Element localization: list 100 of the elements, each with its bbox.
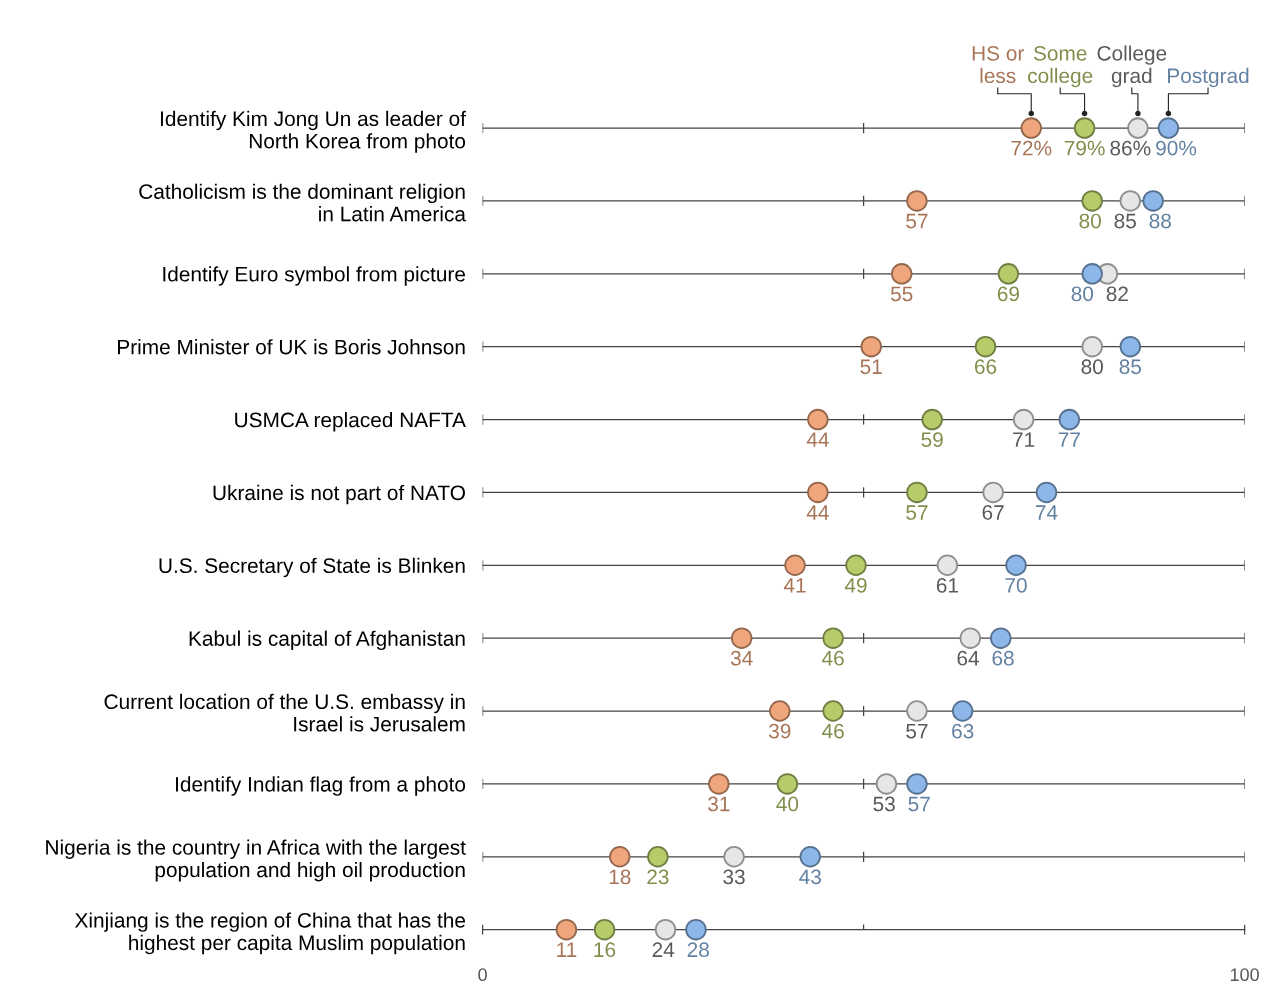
data-label: 55 (890, 286, 913, 302)
point (654, 918, 677, 941)
data-label: 51 (860, 359, 882, 375)
point (875, 773, 898, 795)
data-label: 85 (1119, 359, 1142, 375)
point (1081, 263, 1103, 285)
x-tick-label: 100 (1230, 968, 1259, 982)
data-label: 41 (783, 578, 806, 593)
point (807, 408, 829, 431)
data-label: 71 (1013, 432, 1035, 447)
point (1157, 117, 1180, 139)
point (807, 481, 829, 504)
point (1081, 190, 1103, 212)
point (936, 554, 959, 577)
point (906, 481, 928, 504)
data-label: 44 (806, 505, 829, 520)
point (784, 554, 806, 577)
point (685, 918, 707, 941)
point (799, 846, 821, 868)
data-label: 79% (1064, 140, 1105, 156)
data-label: 90% (1156, 140, 1197, 156)
y-tick-label: Prime Minister of UK is Boris Johnson (118, 339, 465, 355)
point (1119, 190, 1142, 212)
point (845, 554, 867, 577)
point (822, 700, 844, 722)
data-label: 57 (906, 505, 928, 520)
point (1012, 408, 1035, 431)
y-tick-label: Nigeria is the country in Africa with the largest population and high oil production (46, 839, 466, 882)
y-tick-label: Ukraine is not part of NATO (213, 484, 465, 505)
point (906, 773, 928, 795)
point (723, 846, 745, 868)
point (647, 846, 669, 868)
data-label: 80 (1079, 213, 1101, 229)
y-tick-label: Xinjiang is the region of China that has the highest per capita Muslim population (74, 912, 466, 955)
data-label: 24 (652, 942, 675, 957)
data-label: 49 (844, 577, 867, 593)
point (982, 481, 1004, 504)
y-tick-label: USMCA replaced NAFTA (235, 412, 466, 432)
y-tick-label: Kabul is capital of Afghanistan (189, 630, 465, 651)
data-label: 23 (647, 869, 669, 885)
point (906, 700, 928, 722)
data-label: 53 (873, 796, 895, 812)
data-label: 57 (906, 213, 928, 229)
data-label: 66 (974, 359, 997, 375)
point (1073, 117, 1096, 139)
data-label: 61 (936, 577, 958, 593)
point (593, 918, 616, 941)
data-label: 34 (730, 650, 753, 666)
data-label: 46 (822, 650, 844, 666)
point (555, 918, 578, 941)
data-label: 82 (1106, 286, 1128, 302)
point (822, 627, 844, 649)
point (990, 627, 1012, 649)
data-label: 59 (921, 432, 943, 447)
data-label: 80 (1071, 286, 1094, 302)
point (609, 846, 631, 868)
data-label: 57 (908, 796, 930, 812)
data-label: 46 (822, 723, 844, 739)
y-tick-label: Identify Indian flag from a photo (176, 776, 466, 796)
y-tick-label: U.S. Secretary of State is Blinken (159, 557, 465, 578)
data-label: 77 (1058, 432, 1080, 447)
data-label: 88 (1149, 213, 1171, 229)
series-label: Some college (1028, 45, 1093, 88)
series-label: College grad (1097, 45, 1167, 88)
point (1005, 554, 1027, 577)
point (776, 773, 799, 795)
data-label: 16 (594, 942, 616, 958)
data-label: 63 (952, 723, 974, 739)
y-tick-label: Catholicism is the dominant religion in Latin America (139, 183, 466, 222)
data-label: 18 (609, 869, 631, 885)
point (1058, 408, 1081, 431)
point (906, 190, 928, 212)
data-label: 86% (1110, 140, 1151, 156)
y-tick-label: Identify Euro symbol from picture (163, 266, 466, 286)
data-label: 68 (992, 650, 1014, 666)
data-label: 57 (906, 723, 928, 739)
point (997, 263, 1020, 285)
data-label: 80 (1081, 359, 1103, 375)
point (860, 335, 882, 358)
data-label: 33 (723, 869, 745, 885)
data-label: 69 (997, 286, 1019, 302)
point (1119, 335, 1142, 358)
series-label: Postgrad (1168, 67, 1249, 88)
point (730, 627, 753, 649)
data-label: 67 (982, 505, 1004, 520)
data-label: 43 (799, 869, 821, 885)
point (1020, 117, 1042, 139)
data-label: 39 (768, 723, 791, 739)
data-label: 64 (957, 650, 979, 666)
point (951, 700, 974, 722)
point (890, 263, 913, 285)
point (1035, 481, 1058, 504)
point (921, 408, 943, 431)
data-label: 31 (708, 796, 730, 812)
data-label: 40 (776, 796, 799, 812)
data-label: 28 (687, 942, 709, 958)
point (769, 700, 791, 722)
series-label: HS or less (972, 45, 1024, 84)
point (708, 773, 730, 795)
x-tick-label: 0 (478, 968, 487, 982)
